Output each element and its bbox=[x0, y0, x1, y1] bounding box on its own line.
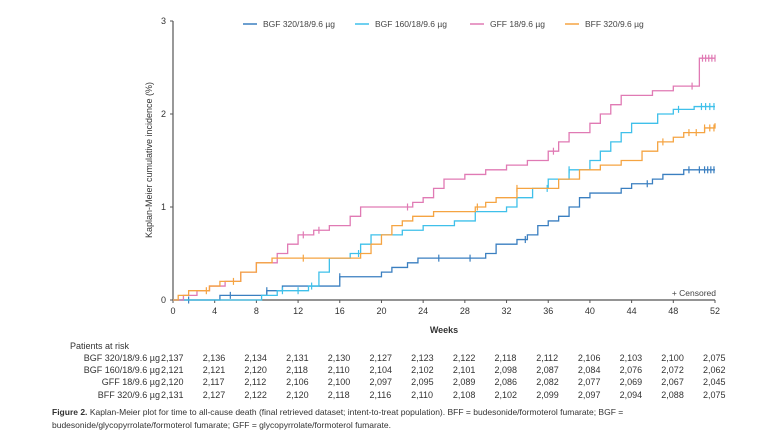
series-line-0 bbox=[173, 169, 715, 301]
risk-cell: 2,088 bbox=[661, 389, 684, 400]
risk-cell: 2,099 bbox=[536, 389, 559, 400]
caption-label: Figure 2. bbox=[52, 407, 88, 417]
y-tick-label: 2 bbox=[161, 109, 166, 119]
risk-cell: 2,136 bbox=[202, 353, 226, 363]
risk-cell: 2,112 bbox=[536, 353, 559, 363]
risk-cell: 2,077 bbox=[577, 377, 601, 388]
x-tick-label: 32 bbox=[502, 306, 512, 316]
censored-note: + Censored bbox=[672, 288, 716, 298]
legend-label: GFF 18/9.6 µg bbox=[490, 19, 545, 29]
x-tick-label: 8 bbox=[254, 306, 259, 316]
risk-cell: 2,076 bbox=[619, 365, 643, 376]
legend-label: BGF 320/18/9.6 µg bbox=[263, 19, 335, 29]
risk-row-label: GFF 18/9.6 µg bbox=[101, 377, 160, 388]
risk-cell: 2,106 bbox=[286, 377, 309, 388]
risk-cell: 2,137 bbox=[161, 353, 184, 363]
risk-cell: 2,131 bbox=[286, 353, 309, 363]
legend-label: BFF 320/9.6 µg bbox=[585, 19, 644, 29]
risk-cell: 2,069 bbox=[619, 377, 643, 388]
x-tick-label: 16 bbox=[335, 306, 345, 316]
x-tick-label: 12 bbox=[293, 306, 303, 316]
risk-cell: 2,097 bbox=[577, 389, 601, 400]
legend-label: BGF 160/18/9.6 µg bbox=[375, 19, 447, 29]
risk-cell: 2,110 bbox=[411, 389, 433, 400]
y-tick-label: 0 bbox=[161, 295, 166, 305]
risk-cell: 2,120 bbox=[161, 377, 184, 388]
risk-cell: 2,104 bbox=[369, 365, 392, 376]
series-line-3 bbox=[173, 123, 716, 301]
risk-cell: 2,098 bbox=[494, 365, 518, 376]
x-tick-label: 48 bbox=[668, 306, 678, 316]
figure-caption: Figure 2. Kaplan-Meier plot for time to … bbox=[52, 406, 732, 432]
risk-cell: 2,127 bbox=[202, 389, 226, 400]
x-tick-label: 44 bbox=[627, 306, 637, 316]
x-tick-label: 28 bbox=[460, 306, 470, 316]
risk-cell: 2,121 bbox=[161, 365, 184, 376]
risk-row-label: BGF 160/18/9.6 µg bbox=[83, 365, 160, 376]
risk-cell: 2,110 bbox=[327, 365, 350, 376]
risk-cell: 2,122 bbox=[452, 353, 476, 363]
risk-cell: 2,127 bbox=[369, 353, 392, 363]
risk-cell: 2,084 bbox=[577, 365, 601, 376]
y-axis-label: Kaplan-Meier cumulative incidence (%) bbox=[144, 82, 154, 238]
risk-cell: 2,045 bbox=[703, 377, 726, 388]
risk-cell: 2,118 bbox=[494, 353, 517, 363]
risk-cell: 2,131 bbox=[161, 389, 184, 400]
risk-cell: 2,120 bbox=[286, 389, 309, 400]
risk-cell: 2,095 bbox=[411, 377, 434, 388]
risk-cell: 2,103 bbox=[619, 353, 643, 363]
x-tick-label: 0 bbox=[170, 306, 175, 316]
risk-cell: 2,094 bbox=[619, 389, 643, 400]
risk-cell: 2,122 bbox=[244, 389, 267, 400]
risk-cell: 2,117 bbox=[202, 377, 225, 388]
risk-header: Patients at risk bbox=[70, 341, 130, 351]
risk-cell: 2,075 bbox=[703, 389, 726, 400]
x-axis-label: Weeks bbox=[430, 325, 458, 335]
risk-cell: 2,067 bbox=[661, 377, 684, 388]
risk-cell: 2,100 bbox=[327, 377, 351, 388]
x-tick-label: 24 bbox=[418, 306, 428, 316]
risk-cell: 2,101 bbox=[452, 365, 476, 376]
risk-cell: 2,120 bbox=[244, 365, 267, 376]
risk-cell: 2,097 bbox=[369, 377, 392, 388]
risk-cell: 2,087 bbox=[536, 365, 559, 376]
caption-text: Kaplan-Meier plot for time to all-cause … bbox=[52, 407, 624, 430]
risk-cell: 2,086 bbox=[494, 377, 518, 388]
risk-cell: 2,100 bbox=[661, 353, 684, 363]
risk-row-label: BGF 320/18/9.6 µg bbox=[83, 353, 160, 363]
risk-cell: 2,112 bbox=[244, 377, 267, 388]
series-line-1 bbox=[173, 105, 715, 301]
risk-cell: 2,108 bbox=[452, 389, 476, 400]
y-tick-label: 3 bbox=[161, 16, 166, 26]
risk-cell: 2,118 bbox=[327, 389, 350, 400]
risk-cell: 2,121 bbox=[202, 365, 226, 376]
risk-cell: 2,134 bbox=[244, 353, 267, 363]
y-tick-label: 1 bbox=[161, 202, 166, 212]
risk-cell: 2,102 bbox=[411, 365, 434, 376]
risk-cell: 2,075 bbox=[703, 353, 726, 363]
risk-row-label: BFF 320/9.6 µg bbox=[97, 389, 160, 400]
risk-cell: 2,130 bbox=[327, 353, 351, 363]
risk-cell: 2,123 bbox=[411, 353, 434, 363]
risk-cell: 2,116 bbox=[369, 389, 392, 400]
x-tick-label: 40 bbox=[585, 306, 595, 316]
risk-cell: 2,072 bbox=[661, 365, 684, 376]
x-tick-label: 36 bbox=[543, 306, 553, 316]
risk-cell: 2,082 bbox=[536, 377, 559, 388]
risk-cell: 2,089 bbox=[452, 377, 476, 388]
risk-cell: 2,062 bbox=[703, 365, 726, 376]
risk-cell: 2,102 bbox=[494, 389, 518, 400]
x-tick-label: 4 bbox=[212, 306, 217, 316]
series-line-2 bbox=[173, 57, 715, 301]
x-tick-label: 20 bbox=[376, 306, 386, 316]
risk-cell: 2,118 bbox=[286, 365, 308, 376]
x-tick-label: 52 bbox=[710, 306, 720, 316]
risk-cell: 2,106 bbox=[577, 353, 601, 363]
